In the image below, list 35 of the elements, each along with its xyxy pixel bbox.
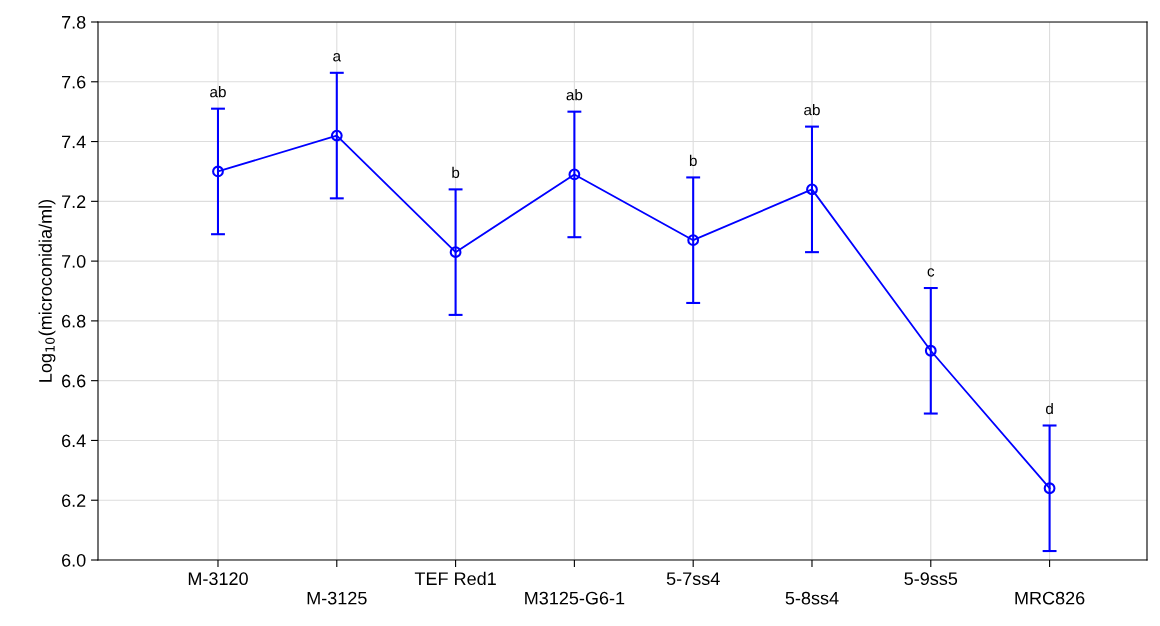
y-tick-label: 6.2: [62, 494, 86, 507]
annotation: ab: [804, 104, 820, 116]
point: [806, 183, 818, 196]
point: [1043, 482, 1056, 495]
x-tick-label: 5-8ss4: [785, 591, 839, 605]
x-tick-label: TEF Red1: [414, 571, 496, 586]
y-tick-label: 6.0: [62, 553, 86, 567]
x-tick-label: M-3125: [307, 591, 367, 605]
x-tick-label: MRC826: [1015, 591, 1085, 605]
point: [568, 168, 581, 181]
point: [449, 246, 462, 259]
y-tick-label: 7.2: [62, 195, 86, 208]
x-tick-label: M-3120: [188, 572, 248, 586]
x-tick-label: M3125-G6-1: [525, 591, 625, 605]
annotation: a: [333, 53, 342, 62]
point: [924, 344, 937, 357]
y-tick-label: 6.6: [62, 374, 86, 388]
annotation: c: [927, 268, 935, 277]
y-tick-label: 7.0: [62, 255, 86, 268]
y-tick-label: 6.8: [62, 314, 86, 328]
annotation: ab: [566, 89, 583, 101]
y-tick-label: 7.6: [62, 75, 86, 89]
point: [212, 165, 224, 178]
point: [330, 129, 343, 142]
y-axis-title: Log$_{10}$(microconidia/ml): [38, 199, 56, 382]
y-tick-label: 7.4: [62, 135, 86, 149]
x-tick-label: 5-7ss4: [666, 572, 720, 586]
annotation: ab: [210, 86, 226, 98]
y-tick-label: 6.4: [62, 434, 86, 448]
y-tick-label: 7.8: [62, 15, 86, 29]
annotation: d: [1045, 402, 1053, 415]
point: [687, 234, 700, 247]
x-tick-label: 5-9ss5: [904, 572, 958, 586]
annotation: b: [689, 154, 697, 167]
annotation: b: [452, 166, 460, 179]
